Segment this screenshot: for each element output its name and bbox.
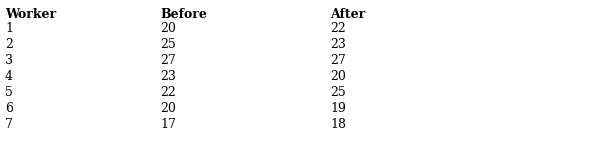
Text: 18: 18 [330, 118, 346, 131]
Text: Worker: Worker [5, 8, 56, 21]
Text: 20: 20 [160, 22, 176, 35]
Text: 5: 5 [5, 86, 13, 99]
Text: 3: 3 [5, 54, 13, 67]
Text: 25: 25 [330, 86, 346, 99]
Text: 6: 6 [5, 102, 13, 115]
Text: 23: 23 [330, 38, 346, 51]
Text: Before: Before [160, 8, 207, 21]
Text: 20: 20 [160, 102, 176, 115]
Text: 25: 25 [160, 38, 176, 51]
Text: 20: 20 [330, 70, 346, 83]
Text: 1: 1 [5, 22, 13, 35]
Text: 19: 19 [330, 102, 346, 115]
Text: 22: 22 [160, 86, 176, 99]
Text: 2: 2 [5, 38, 13, 51]
Text: After: After [330, 8, 365, 21]
Text: 23: 23 [160, 70, 176, 83]
Text: 4: 4 [5, 70, 13, 83]
Text: 27: 27 [330, 54, 346, 67]
Text: 27: 27 [160, 54, 176, 67]
Text: 17: 17 [160, 118, 176, 131]
Text: 22: 22 [330, 22, 346, 35]
Text: 7: 7 [5, 118, 13, 131]
